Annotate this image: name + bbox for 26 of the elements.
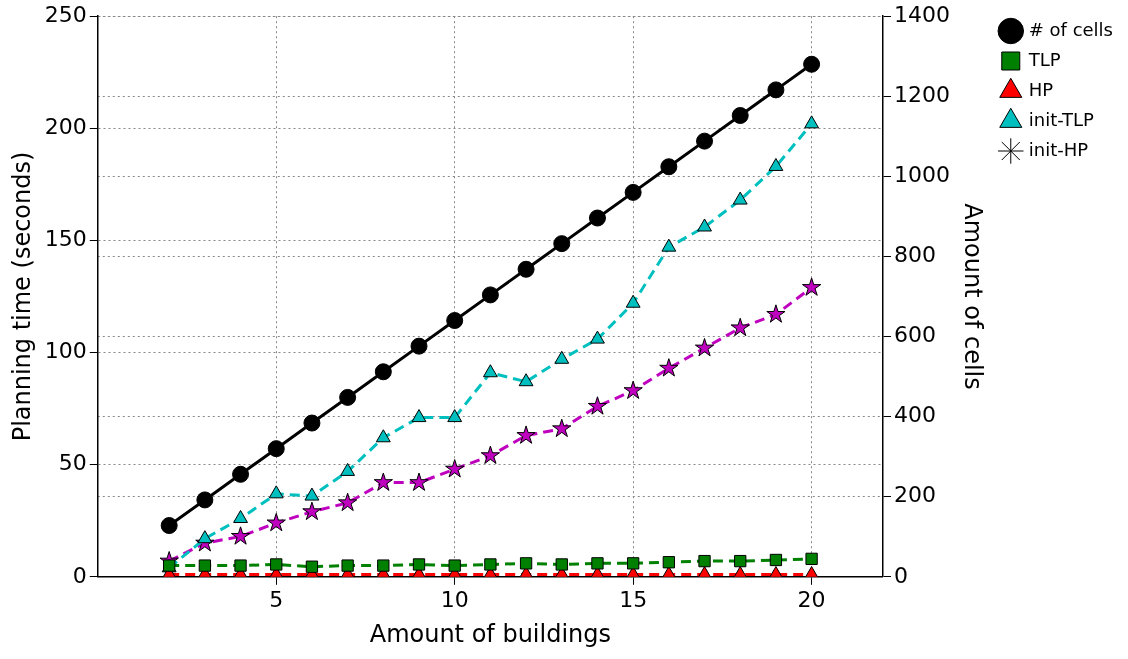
y2-axis-title: Amount of cells — [959, 203, 988, 390]
y2-tick-label: 0 — [893, 562, 908, 588]
y-tick-label: 0 — [72, 562, 87, 588]
x-tick-label: 20 — [797, 586, 826, 612]
y2-tick-label: 1400 — [893, 1, 950, 27]
y-tick-label: 100 — [44, 338, 87, 364]
y2-tick-label: 1200 — [893, 82, 950, 107]
y-tick-label: 250 — [44, 1, 87, 27]
y2-tick-label: 600 — [893, 322, 936, 348]
x-tick-label: 5 — [269, 586, 284, 612]
y-axis-title: Planning time (seconds) — [7, 151, 36, 442]
legend-label: init-HP — [1028, 138, 1089, 160]
legend-label: # of cells — [1028, 18, 1114, 40]
x-tick-label: 10 — [440, 586, 469, 612]
x-axis-title: Amount of buildings — [369, 619, 612, 648]
y2-tick-label: 400 — [893, 402, 936, 428]
x-tick-label: 15 — [619, 586, 648, 612]
y-tick-label: 50 — [58, 450, 87, 476]
legend-label: init-TLP — [1028, 108, 1095, 130]
y2-tick-label: 200 — [893, 482, 936, 508]
y2-tick-label: 1000 — [893, 162, 950, 188]
legend-label: HP — [1028, 78, 1054, 100]
y-tick-label: 200 — [44, 114, 87, 140]
y-tick-label: 150 — [44, 226, 87, 252]
legend-label: TLP — [1027, 48, 1061, 70]
y2-tick-label: 800 — [893, 242, 936, 268]
